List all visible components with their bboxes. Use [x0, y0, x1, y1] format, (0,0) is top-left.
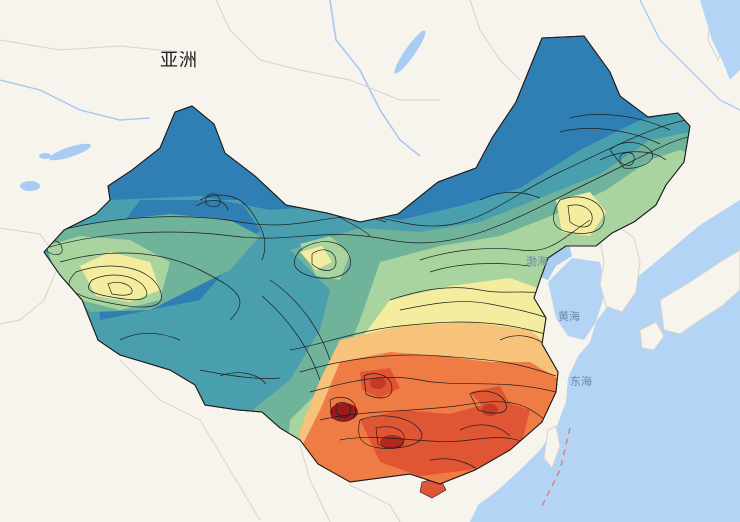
- sea-label-east-sea: 东海: [570, 375, 592, 388]
- yellow-sea: [548, 258, 606, 340]
- china-border: [43, 35, 691, 485]
- band-red-orange: [360, 368, 530, 476]
- pacific-ocean: [470, 200, 740, 522]
- korea-peninsula: [599, 227, 641, 313]
- sea-label-yellow-sea: 黄海: [558, 310, 580, 323]
- dashed-boundary: [539, 427, 571, 511]
- continent-label: 亚洲: [160, 50, 198, 71]
- taiwan-island: [543, 425, 561, 470]
- japan-kyushu: [639, 321, 665, 351]
- sea-of-okhotsk-coast: [700, 0, 740, 80]
- band-dark-red-4: [482, 404, 498, 416]
- contour-lines: [44, 114, 690, 473]
- lake-balkhash: [49, 143, 91, 161]
- river-west: [0, 79, 151, 121]
- river-north: [329, 0, 421, 157]
- lake-baikal: [394, 30, 426, 74]
- band-dark-red-1: [330, 403, 358, 421]
- country-borders: [0, 0, 521, 522]
- band-dark-red-3: [370, 377, 386, 389]
- lake-small-1: [20, 181, 40, 191]
- lake-small-2: [39, 153, 51, 159]
- japan-island: [659, 249, 740, 335]
- river-northeast: [639, 0, 740, 111]
- sea-label-bohai: 渤海: [526, 255, 548, 268]
